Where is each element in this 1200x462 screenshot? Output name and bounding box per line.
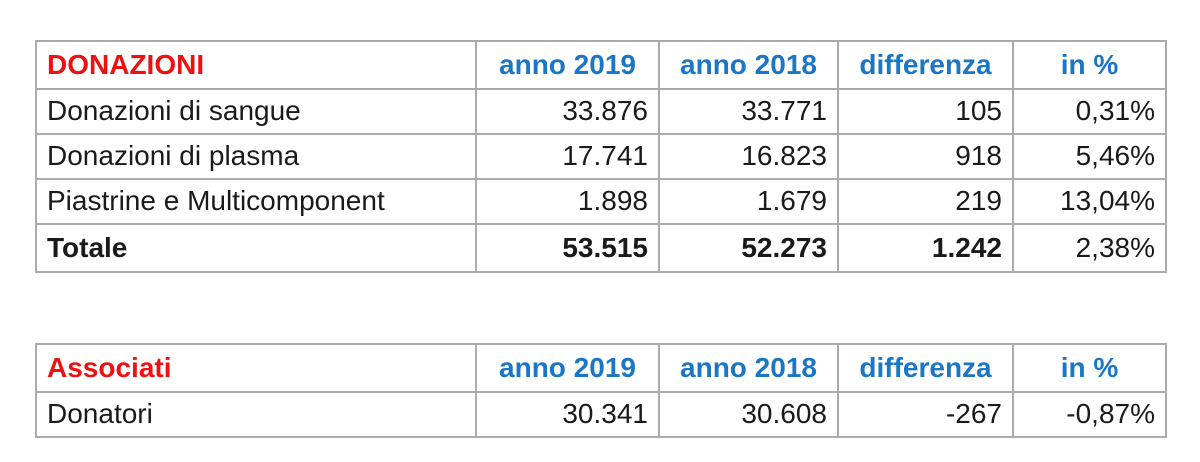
associati-header-row: Associati anno 2019 anno 2018 differenza… — [35, 343, 1167, 393]
value-anno-2019: 33.876 — [475, 88, 660, 135]
value-percent: 2,38% — [1012, 223, 1167, 273]
row-label: Donazioni di plasma — [35, 133, 477, 180]
value-anno-2018: 52.273 — [658, 223, 839, 273]
value-anno-2019: 17.741 — [475, 133, 660, 180]
value-percent: 13,04% — [1012, 178, 1167, 225]
row-label: Donatori — [35, 391, 477, 438]
value-differenza: 105 — [837, 88, 1014, 135]
value-anno-2019: 1.898 — [475, 178, 660, 225]
row-donazioni-sangue: Donazioni di sangue 33.876 33.771 105 0,… — [35, 88, 1167, 135]
column-header-differenza: differenza — [837, 40, 1014, 90]
value-percent: 0,31% — [1012, 88, 1167, 135]
column-header-anno-2018: anno 2018 — [658, 40, 839, 90]
row-label: Piastrine e Multicomponent — [35, 178, 477, 225]
associati-table: Associati anno 2019 anno 2018 differenza… — [35, 343, 1167, 438]
associati-title: Associati — [35, 343, 477, 393]
value-anno-2018: 30.608 — [658, 391, 839, 438]
column-header-in-percent: in % — [1012, 40, 1167, 90]
column-header-anno-2018: anno 2018 — [658, 343, 839, 393]
report-page: DONAZIONI anno 2019 anno 2018 differenza… — [35, 40, 1167, 438]
row-totale: Totale 53.515 52.273 1.242 2,38% — [35, 223, 1167, 273]
column-header-anno-2019: anno 2019 — [475, 343, 660, 393]
row-donatori: Donatori 30.341 30.608 -267 -0,87% — [35, 391, 1167, 438]
value-anno-2018: 16.823 — [658, 133, 839, 180]
value-anno-2019: 53.515 — [475, 223, 660, 273]
value-anno-2018: 1.679 — [658, 178, 839, 225]
column-header-anno-2019: anno 2019 — [475, 40, 660, 90]
row-label: Totale — [35, 223, 477, 273]
value-differenza: 219 — [837, 178, 1014, 225]
row-label: Donazioni di sangue — [35, 88, 477, 135]
value-differenza: 1.242 — [837, 223, 1014, 273]
table-spacer — [35, 273, 1165, 343]
donazioni-header-row: DONAZIONI anno 2019 anno 2018 differenza… — [35, 40, 1167, 90]
donazioni-title: DONAZIONI — [35, 40, 477, 90]
value-differenza: -267 — [837, 391, 1014, 438]
donazioni-table: DONAZIONI anno 2019 anno 2018 differenza… — [35, 40, 1167, 273]
value-anno-2018: 33.771 — [658, 88, 839, 135]
value-differenza: 918 — [837, 133, 1014, 180]
column-header-differenza: differenza — [837, 343, 1014, 393]
value-percent: -0,87% — [1012, 391, 1167, 438]
row-donazioni-plasma: Donazioni di plasma 17.741 16.823 918 5,… — [35, 133, 1167, 180]
value-percent: 5,46% — [1012, 133, 1167, 180]
column-header-in-percent: in % — [1012, 343, 1167, 393]
row-piastrine-multicomponent: Piastrine e Multicomponent 1.898 1.679 2… — [35, 178, 1167, 225]
value-anno-2019: 30.341 — [475, 391, 660, 438]
